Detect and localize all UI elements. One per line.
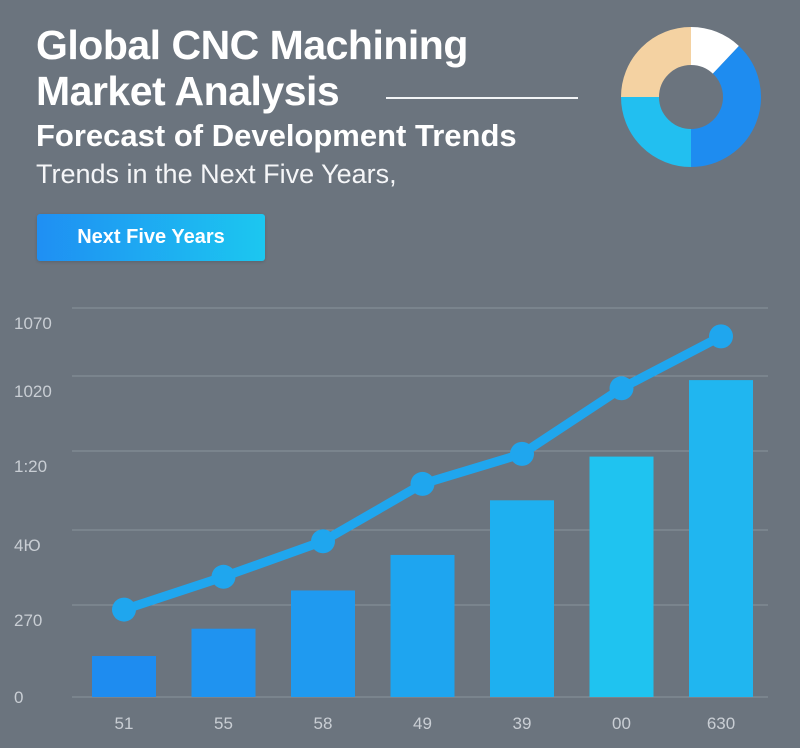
bar bbox=[191, 628, 256, 697]
bar bbox=[689, 380, 753, 697]
x-tick-label: 00 bbox=[612, 714, 631, 733]
x-tick-label: 51 bbox=[115, 714, 134, 733]
chart-tagline: Trends in the Next Five Years, bbox=[36, 159, 397, 189]
title-line-2: Market Analysis bbox=[36, 68, 340, 114]
x-tick-label: 55 bbox=[214, 714, 233, 733]
chart-title: Global CNC Machining Market Analysis bbox=[36, 22, 468, 114]
title-divider bbox=[386, 97, 578, 99]
y-tick-label: 1070 bbox=[14, 314, 52, 333]
trend-point bbox=[311, 529, 335, 554]
y-tick-label: 4Ю bbox=[14, 536, 41, 555]
bar bbox=[291, 590, 355, 697]
trend-point bbox=[609, 376, 634, 401]
x-tick-label: 39 bbox=[513, 714, 532, 733]
trend-point bbox=[211, 564, 236, 589]
x-tick-label: 58 bbox=[314, 714, 333, 733]
y-tick-label: 1020 bbox=[14, 382, 52, 401]
chart-subtitle: Forecast of Development Trends bbox=[36, 118, 517, 153]
bar bbox=[390, 554, 455, 697]
x-tick-label: 630 bbox=[707, 714, 735, 733]
donut-segment bbox=[690, 45, 761, 167]
trend-point bbox=[410, 471, 435, 496]
bar bbox=[589, 456, 654, 697]
bar bbox=[490, 500, 554, 697]
title-line-1: Global CNC Machining bbox=[36, 22, 468, 68]
y-tick-label: 1:20 bbox=[14, 457, 47, 476]
trend-point bbox=[510, 441, 534, 466]
next-five-years-badge: Next Five Years bbox=[37, 214, 265, 261]
x-tick-label: 49 bbox=[413, 714, 432, 733]
trend-point bbox=[709, 324, 733, 349]
y-tick-label: 0 bbox=[14, 688, 23, 707]
trend-point bbox=[112, 597, 136, 622]
donut-segment bbox=[690, 27, 739, 75]
donut-segment bbox=[621, 27, 693, 99]
donut-segment bbox=[621, 95, 693, 167]
bar bbox=[92, 656, 156, 697]
y-tick-label: 270 bbox=[14, 611, 42, 630]
